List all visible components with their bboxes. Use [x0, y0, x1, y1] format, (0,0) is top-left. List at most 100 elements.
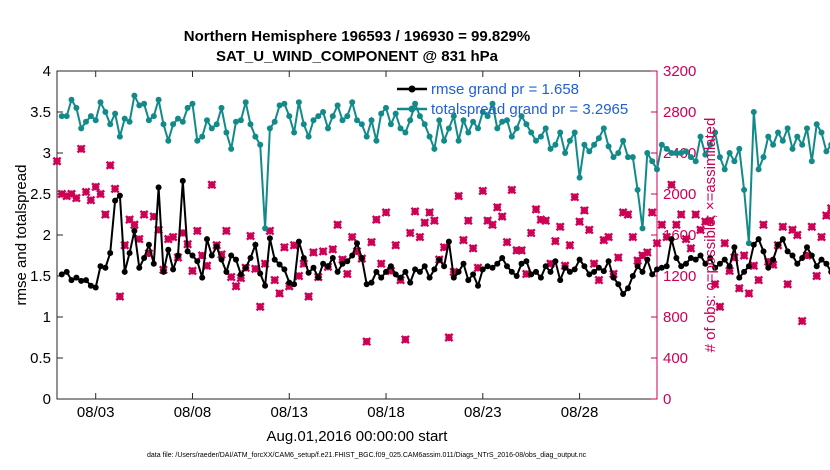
totalspread-point: [112, 110, 119, 117]
rmse-point: [68, 277, 75, 284]
obs-count-marker: [439, 242, 449, 252]
obs-count-marker: [671, 220, 681, 230]
obs-count-marker: [555, 222, 565, 232]
y2-tick-label: 2800: [663, 104, 696, 121]
rmse-point: [116, 192, 123, 199]
rmse-point: [208, 252, 215, 259]
totalspread-point: [281, 100, 288, 107]
rmse-point: [58, 271, 65, 278]
y2-tick-label: 3200: [663, 63, 696, 80]
obs-count-marker: [275, 288, 285, 298]
obs-count-marker: [221, 226, 231, 236]
rmse-point: [97, 263, 104, 270]
rmse-point: [407, 279, 414, 286]
totalspread-point: [83, 118, 89, 125]
totalspread-point: [441, 137, 448, 144]
obs-count-marker: [652, 238, 662, 248]
rmse-point: [528, 271, 535, 278]
totalspread-point: [760, 154, 767, 161]
obs-count-marker: [115, 292, 125, 301]
totalspread-point: [600, 125, 607, 132]
totalspread-point: [799, 141, 806, 148]
rmse-point: [242, 264, 249, 271]
rmse-point: [479, 266, 486, 273]
y2-tick-label: 800: [663, 309, 688, 326]
rmse-point: [145, 241, 152, 248]
obs-count-marker: [705, 216, 715, 226]
totalspread-point: [726, 150, 733, 156]
obs-count-marker: [507, 185, 517, 195]
totalspread-point: [431, 145, 438, 152]
obs-count-marker: [381, 208, 391, 217]
obs-count-marker: [541, 216, 551, 226]
obs-count-marker: [309, 247, 318, 257]
totalspread-point: [581, 141, 588, 148]
totalspread-point: [649, 158, 656, 165]
totalspread-point: [184, 104, 191, 111]
rmse-series: [58, 177, 830, 297]
rmse-point: [131, 227, 138, 234]
rmse-point: [247, 255, 254, 261]
rmse-point: [218, 256, 225, 263]
obs-count-marker: [105, 160, 115, 170]
rmse-point: [571, 266, 578, 273]
rmse-point: [712, 264, 719, 271]
obs-count-marker: [696, 225, 705, 235]
totalspread-point: [387, 121, 394, 128]
left-axis: 0 0.5 1 1.5 2 2.5 3 3.5 4: [30, 63, 63, 408]
totalspread-point: [547, 145, 554, 152]
rmse-point: [392, 271, 399, 278]
totalspread-point: [160, 121, 167, 128]
totalspread-point: [552, 141, 559, 148]
obs-count-marker: [502, 237, 512, 247]
totalspread-point: [745, 240, 752, 247]
totalspread-point: [542, 125, 549, 132]
obs-count-marker: [488, 220, 497, 230]
totalspread-point: [818, 129, 825, 136]
obs-count-marker: [526, 228, 536, 238]
rmse-point: [136, 264, 143, 271]
obs-count-marker: [570, 192, 580, 202]
totalspread-point: [533, 137, 539, 144]
totalspread-point: [436, 117, 443, 124]
x-tick-label: 08/23: [464, 404, 502, 421]
totalspread-point: [228, 145, 235, 152]
rmse-point: [63, 268, 70, 275]
totalspread-point: [576, 174, 583, 181]
obs-count-marker: [468, 243, 478, 253]
rmse-point: [537, 274, 544, 281]
totalspread-point: [770, 141, 777, 148]
y2-tick-label: 400: [663, 350, 688, 367]
obs-count-marker: [531, 204, 541, 214]
obs-count-marker: [226, 272, 236, 282]
obs-count-marker: [807, 222, 817, 232]
rmse-point: [770, 256, 777, 263]
legend-rmse-label: rmse grand pr = 1.658: [431, 81, 579, 98]
totalspread-point: [68, 96, 75, 103]
totalspread-point: [310, 117, 317, 124]
rmse-point: [663, 263, 670, 270]
rmse-point: [233, 256, 239, 263]
rmse-point: [760, 248, 767, 255]
rmse-point: [552, 258, 559, 265]
totalspread-point: [121, 115, 128, 122]
rmse-point: [426, 274, 433, 281]
totalspread-point: [175, 115, 181, 122]
obs-count-marker: [139, 210, 149, 219]
y2-tick-label: 1200: [663, 268, 696, 285]
rmse-point: [813, 263, 820, 270]
obs-count-marker: [333, 220, 343, 230]
totalspread-point: [513, 125, 520, 132]
totalspread-point: [73, 104, 80, 111]
rmse-point: [354, 240, 360, 247]
y-tick-label: 2.5: [30, 186, 51, 203]
y-tick-label: 1.5: [30, 268, 51, 285]
rmse-point: [160, 268, 167, 275]
rmse-point: [344, 258, 351, 265]
totalspread-point: [131, 92, 138, 99]
totalspread-point: [295, 99, 302, 106]
totalspread-point: [223, 129, 230, 136]
totalspread-point: [523, 121, 530, 128]
totalspread-point: [668, 150, 675, 156]
